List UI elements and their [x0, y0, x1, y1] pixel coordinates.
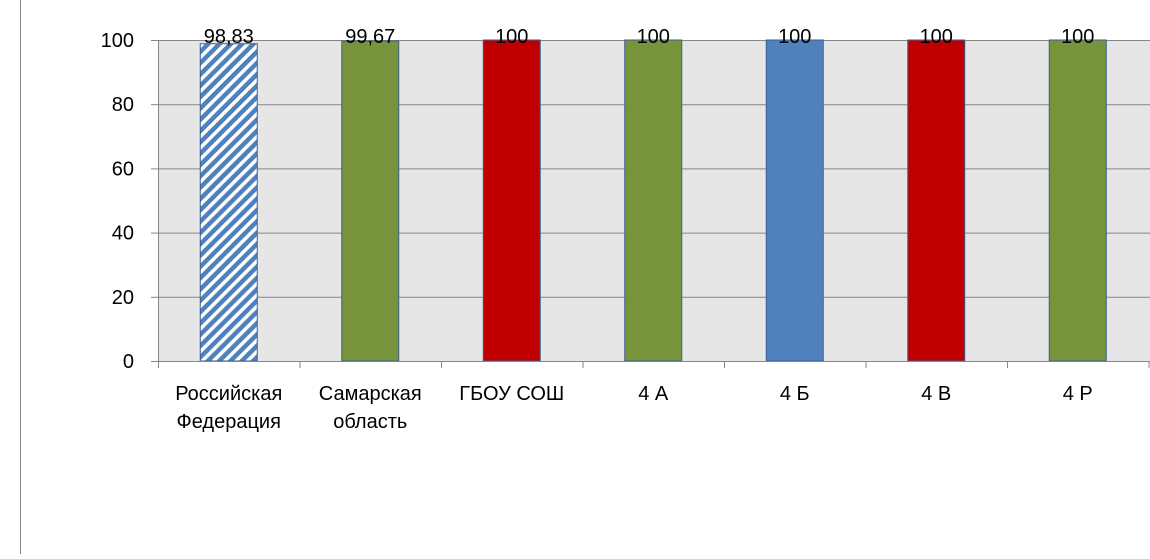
data-label: 99,67 [345, 26, 395, 48]
x-tick-label: область [333, 411, 407, 433]
data-label: 100 [778, 26, 811, 48]
x-tick-label: Самарская [319, 383, 422, 405]
y-tick-label: 40 [112, 223, 134, 245]
bar [200, 44, 257, 361]
x-tick-label: 4 Б [780, 383, 810, 405]
data-label: 100 [495, 26, 528, 48]
data-label: 100 [920, 26, 953, 48]
x-tick-label: 4 Р [1063, 383, 1093, 405]
y-tick-label: 100 [101, 30, 134, 52]
y-tick-label: 60 [112, 158, 134, 180]
x-tick-label: Федерация [177, 411, 281, 433]
bar [625, 40, 682, 361]
x-tick-label: Российская [175, 383, 282, 405]
data-label: 100 [1061, 26, 1094, 48]
bar [908, 40, 965, 361]
y-tick-label: 0 [123, 351, 134, 373]
data-label: 100 [637, 26, 670, 48]
bar [1049, 40, 1106, 361]
x-tick-label: ГБОУ СОШ [459, 383, 564, 405]
data-label: 98,83 [204, 26, 254, 48]
x-tick-label: 4 А [638, 383, 669, 405]
bar [342, 41, 399, 361]
y-tick-label: 20 [112, 287, 134, 309]
bar [766, 40, 823, 361]
x-tick-label: 4 В [921, 383, 951, 405]
y-tick-label: 80 [112, 94, 134, 116]
bar [483, 40, 540, 361]
